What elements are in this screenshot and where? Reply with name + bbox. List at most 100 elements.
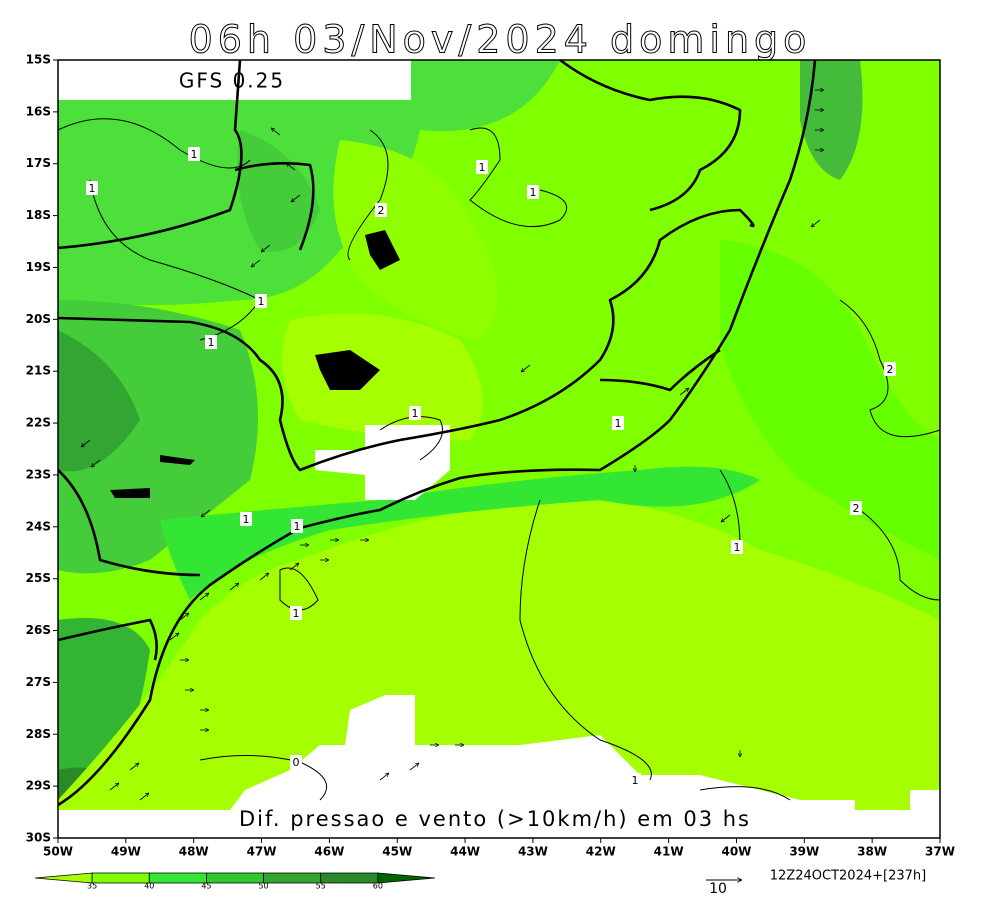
- field-zone: [58, 330, 140, 472]
- contour-label: 1: [243, 513, 250, 526]
- wind-arrow: [811, 219, 821, 227]
- field-zone: [160, 466, 760, 600]
- colorbar-segment: [148, 872, 207, 884]
- lat-label: 27S: [26, 675, 51, 689]
- colorbar-label: 35: [87, 882, 97, 891]
- wind-arrow: [199, 593, 209, 601]
- contour-label-box: [375, 203, 387, 217]
- colorbar-label: 60: [373, 882, 383, 891]
- field-zone: [333, 140, 498, 340]
- mask: [315, 425, 450, 500]
- contour-label: 2: [853, 502, 860, 515]
- frame: [57, 59, 941, 839]
- wind-arrow: [91, 459, 101, 467]
- wind-arrow: [169, 633, 179, 641]
- colorbar-label: 55: [316, 882, 326, 891]
- boundaries: [57, 58, 817, 807]
- colorbar-label: 40: [144, 882, 154, 891]
- wind-arrow: [259, 573, 269, 581]
- lat-label: 26S: [26, 623, 51, 637]
- colorbar-segment: [34, 872, 93, 884]
- lon-label: 46W: [314, 845, 344, 859]
- contour-label-box: [850, 501, 862, 515]
- lat-label: 28S: [26, 727, 51, 741]
- lon-label: 43W: [518, 845, 548, 859]
- contour-label: 1: [734, 541, 741, 554]
- wind-arrow: [291, 194, 301, 202]
- lat-label: 15S: [26, 53, 51, 67]
- lon-label: 38W: [857, 845, 887, 859]
- contour-label-box: [612, 416, 624, 430]
- contour-label-box: [290, 606, 302, 620]
- contour-label-box: [731, 540, 743, 554]
- contours: [57, 118, 941, 801]
- lakes: [110, 230, 400, 498]
- colorbar-label: 50: [258, 882, 268, 891]
- lat-label: 22S: [26, 416, 51, 430]
- contour-label: 1: [293, 607, 300, 620]
- wind-vectors: [81, 90, 824, 801]
- field-zone: [58, 60, 560, 305]
- contour-label: 1: [258, 295, 265, 308]
- contour-label: 1: [208, 336, 215, 349]
- contour-label: 1: [479, 161, 486, 174]
- wind-arrow: [229, 583, 239, 591]
- lon-label: 50W: [43, 845, 73, 859]
- wind-arrow: [409, 763, 419, 771]
- contour-label: 1: [632, 774, 639, 787]
- lat-label: 18S: [26, 208, 51, 222]
- lat-label: 17S: [26, 156, 51, 170]
- contour-label-box: [884, 362, 896, 376]
- contour-label: 1: [294, 520, 301, 533]
- lon-label: 48W: [179, 845, 209, 859]
- contour-label-box: [527, 185, 539, 199]
- lon-label: 42W: [586, 845, 616, 859]
- wind-arrow: [379, 773, 389, 781]
- title: 06h 03/Nov/2024 domingo: [189, 18, 812, 62]
- lat-label: 24S: [26, 519, 51, 533]
- contour-label-box: [629, 773, 641, 787]
- contour-label: 1: [412, 407, 419, 420]
- lat-label: 20S: [26, 312, 51, 326]
- lat-label: 25S: [26, 571, 51, 585]
- lat-label: 21S: [26, 364, 51, 378]
- lon-label: 49W: [111, 845, 141, 859]
- wind-arrow: [286, 163, 296, 171]
- colorbar-label: 45: [201, 882, 211, 891]
- contour-label: 0: [293, 756, 300, 769]
- run-label: 12Z24OCT2024+[237h]: [770, 869, 926, 884]
- wind-arrow: [521, 364, 531, 372]
- model-label: GFS 0.25: [179, 69, 285, 93]
- lat-label: 30S: [26, 831, 51, 845]
- wind-arrow: [139, 793, 149, 801]
- contour-label: 1: [191, 148, 198, 161]
- contour-label-box: [476, 160, 488, 174]
- wind-arrow: [81, 439, 91, 447]
- contour-label-box: [409, 406, 421, 420]
- contour-label: 2: [378, 204, 385, 217]
- reference-label: 10: [709, 881, 727, 897]
- wind-arrow: [201, 509, 211, 517]
- wind-arrow: [109, 783, 119, 791]
- lat-label: 16S: [26, 104, 51, 118]
- lon-label: 45W: [382, 845, 412, 859]
- lon-label: 37W: [925, 845, 955, 859]
- field-zone: [58, 498, 940, 810]
- wind-arrow: [721, 514, 731, 522]
- lon-label: 39W: [789, 845, 819, 859]
- label-box: [58, 60, 411, 100]
- wind-arrow: [261, 244, 271, 252]
- mask: [910, 790, 940, 810]
- wind-arrow: [129, 763, 139, 771]
- field-zone: [282, 313, 483, 440]
- field-zone: [720, 240, 940, 560]
- contour-label-box: [291, 519, 303, 533]
- lon-label: 41W: [654, 845, 684, 859]
- lon-label: 47W: [247, 845, 277, 859]
- contour-label-box: [188, 147, 200, 161]
- contour-label: 2: [887, 363, 894, 376]
- contour-label-box: [255, 294, 267, 308]
- lon-label: 40W: [721, 845, 751, 859]
- lon-label: 44W: [450, 845, 480, 859]
